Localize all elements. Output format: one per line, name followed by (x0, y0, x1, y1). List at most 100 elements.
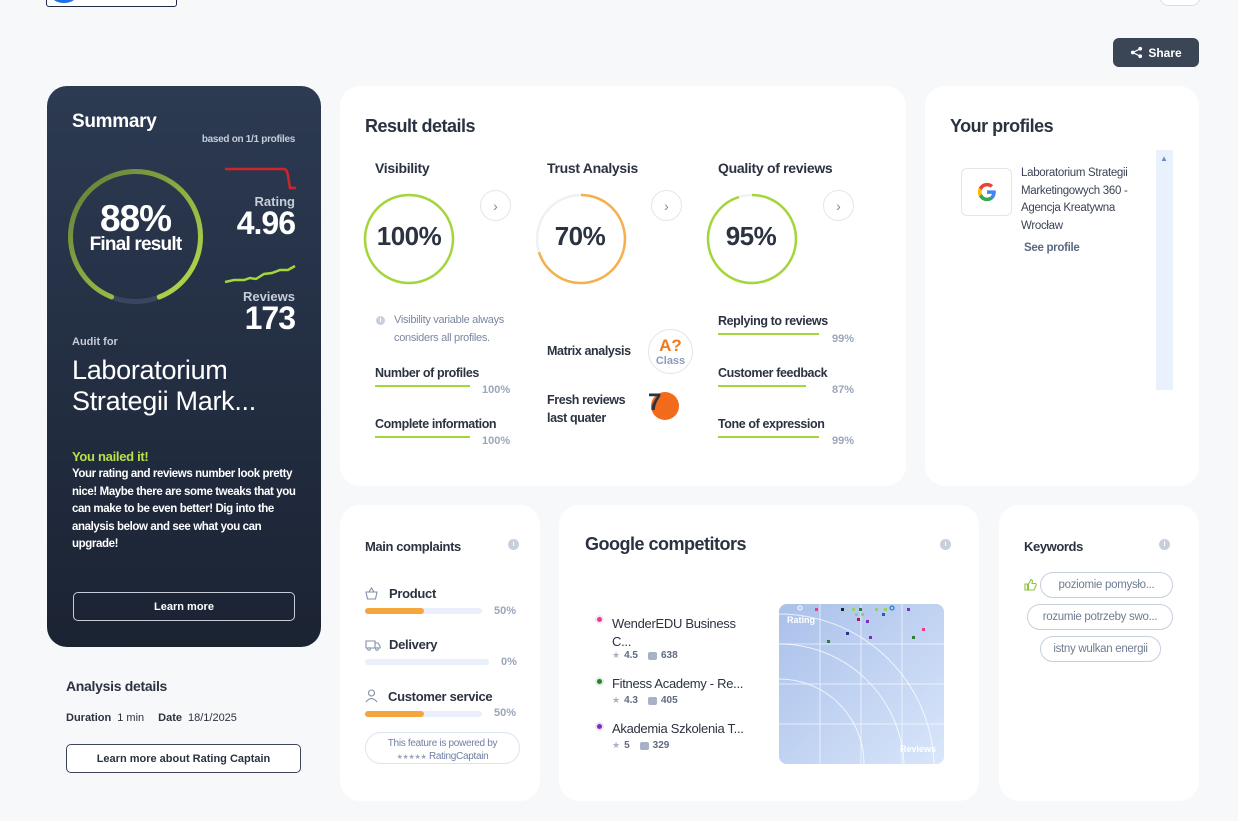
summary-card: Summary based on 1/1 profiles 88% Final … (47, 86, 321, 647)
metric-value: 99% (832, 333, 855, 345)
main-complaints-title: Main complaints (365, 539, 461, 554)
trust-ring (535, 193, 627, 285)
main-complaints-card: Main complaints i Product 50% Delivery 0… (340, 505, 540, 801)
competitor-reviews: 329 (652, 740, 670, 751)
profiles-scrollbar[interactable]: ▲ (1156, 150, 1173, 390)
result-details-card: Result details Visibility › 100% i Visib… (340, 86, 906, 486)
powered-by-text: This feature is powered by (387, 738, 498, 749)
reviews-label: Reviews (242, 289, 295, 304)
analysis-details-row: Duration 1 min Date 18/1/2025 (66, 712, 237, 724)
google-competitors-title: Google competitors (585, 534, 747, 554)
quality-title: Quality of reviews (718, 160, 833, 176)
share-icon (1131, 46, 1143, 59)
info-icon[interactable]: i (940, 539, 951, 550)
matrix-class-badge: A? Class (648, 329, 693, 374)
complaint-label: Customer service (388, 689, 493, 704)
metric-label: Tone of expression (718, 417, 825, 431)
competitor-name[interactable]: Akademia Szkolenia T... (612, 721, 744, 736)
powered-by-brand-text: RatingCaptain (428, 751, 489, 762)
nailed-description: Your rating and reviews number look pret… (72, 468, 296, 551)
complaint-track (365, 711, 482, 717)
nailed-heading: You nailed it! (72, 449, 149, 464)
company-name: Laboratorium Strategii Mark... (72, 355, 256, 416)
reviews-trend-icon (224, 264, 296, 284)
rating-captain-logo[interactable]: audit (46, 0, 177, 7)
quality-chevron-icon[interactable]: › (823, 190, 854, 221)
complaint-value: 0% (501, 656, 517, 668)
info-icon[interactable]: i (1159, 539, 1170, 550)
rating-value: 4.96 (236, 205, 296, 241)
final-result-percent: 88% (99, 198, 172, 239)
based-on-label: based on 1/1 profiles (201, 134, 295, 145)
metric-label: Complete information (375, 417, 497, 431)
metric-label: Number of profiles (375, 366, 479, 380)
competitor-meta: ★ 4.5 638 (612, 650, 678, 661)
metric-replying-to-reviews: Replying to reviews (718, 314, 858, 335)
metric-bar (718, 385, 806, 387)
competitor-reviews: 638 (660, 650, 678, 661)
metric-bar (718, 436, 819, 438)
ring-progress (706, 193, 798, 285)
competitor-color-dot (595, 615, 604, 624)
see-profile-link[interactable]: See profile (1024, 242, 1080, 254)
stars-icon: ★★★★★ (396, 754, 427, 761)
competitors-plot-graphic (779, 604, 944, 764)
matrix-class-label: Class (655, 355, 686, 367)
complaint-value: 50% (494, 605, 517, 617)
comment-icon (647, 651, 657, 660)
competitor-name[interactable]: WenderEDU Business C... (612, 616, 736, 649)
competitor-meta: ★ 5 329 (612, 740, 669, 751)
logo-wordmark: audit (83, 0, 136, 6)
metric-value: 87% (832, 384, 855, 396)
fresh-reviews-value: 7 (648, 389, 662, 416)
visibility-title: Visibility (375, 160, 430, 176)
analysis-details-title: Analysis details (66, 678, 168, 694)
reviews-value: 173 (244, 300, 296, 336)
summary-title: Summary (72, 111, 157, 132)
info-icon[interactable]: i (508, 539, 519, 550)
profile-name: Laboratorium Strategii Marketingowych 36… (1021, 167, 1128, 232)
your-profiles-title: Your profiles (950, 116, 1054, 136)
quality-ring (706, 193, 798, 285)
product-basket-icon (365, 587, 378, 600)
metric-bar (375, 385, 470, 387)
info-icon: i (376, 316, 385, 325)
star-icon: ★ (612, 695, 621, 705)
thumbs-up-icon (1024, 578, 1037, 591)
metric-value: 100% (482, 435, 511, 447)
plot-rating-label: Rating (787, 615, 815, 625)
date-value: 18/1/2025 (187, 712, 237, 724)
rating-label: Rating (254, 194, 295, 209)
trust-chevron-icon[interactable]: › (651, 190, 682, 221)
complaint-label: Product (389, 586, 437, 601)
scroll-up-icon[interactable]: ▲ (1160, 154, 1168, 163)
keyword-pill[interactable]: rozumie potrzeby swo... (1027, 604, 1173, 630)
star-icon: ★ (612, 650, 621, 660)
menu-button[interactable] (1160, 0, 1200, 6)
learn-more-rating-captain-button[interactable]: Learn more about Rating Captain (66, 744, 301, 773)
competitor-name[interactable]: Fitness Academy - Re... (612, 676, 744, 691)
competitor-reviews: 405 (660, 695, 678, 706)
keyword-pill[interactable]: poziomie pomysło... (1040, 572, 1173, 598)
learn-more-button[interactable]: Learn more (73, 592, 295, 621)
customer-service-person-icon (365, 689, 378, 703)
share-button[interactable]: Share (1113, 38, 1199, 67)
metric-customer-feedback: Customer feedback (718, 366, 858, 387)
metric-value: 99% (832, 435, 855, 447)
rating-trend-icon (225, 167, 296, 190)
keyword-pill[interactable]: istny wulkan energii (1040, 636, 1161, 662)
matrix-analysis-label: Matrix analysis (547, 344, 631, 358)
visibility-ring (363, 193, 455, 285)
keywords-card: Keywords i poziomie pomysło... rozumie p… (999, 505, 1199, 801)
keywords-title: Keywords (1024, 539, 1083, 554)
visibility-chevron-icon[interactable]: › (480, 190, 511, 221)
metric-complete-information: Complete information (375, 417, 515, 438)
competitor-rating: 5 (624, 740, 630, 751)
powered-by-badge[interactable]: This feature is powered by ★★★★★ RatingC… (365, 732, 520, 764)
complaint-track (365, 608, 482, 614)
duration-value: 1 min (117, 712, 145, 724)
complaint-fill (365, 711, 424, 717)
competitor-color-dot (595, 722, 604, 731)
star-icon: ★ (612, 740, 621, 750)
comment-icon (647, 696, 657, 705)
